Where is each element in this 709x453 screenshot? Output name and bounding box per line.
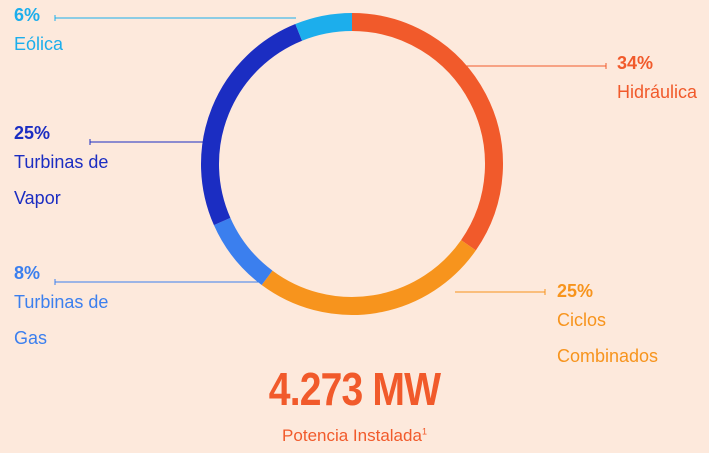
segment-label: 25% Ciclos Combinados	[557, 280, 687, 374]
donut-segment	[295, 13, 353, 41]
value-label: 25%	[557, 281, 594, 301]
total: 4.273 MW	[268, 363, 441, 415]
value-label: 25%	[14, 123, 51, 143]
value-label: 6%	[14, 5, 41, 25]
segment-label: 8% Turbinas de Gas	[14, 262, 124, 356]
total-caption: Potencia Instalada1	[0, 426, 709, 446]
donut-segment	[213, 217, 273, 286]
category-label: Turbinas de Gas	[14, 292, 109, 348]
value-label: 34%	[617, 53, 654, 73]
caption-text: Potencia Instalada	[282, 426, 422, 445]
donut-segment	[201, 24, 303, 226]
category-label: Hidráulica	[617, 82, 698, 102]
segment-label: 6% Eólica	[14, 4, 124, 62]
footnote: 1	[421, 426, 427, 437]
donut-segment	[261, 240, 476, 315]
segment-label: 25% Turbinas de Vapor	[14, 122, 134, 216]
category-label: Turbinas de Vapor	[14, 152, 109, 208]
category-label: Eólica	[14, 34, 64, 54]
donut-segment	[351, 13, 503, 251]
segment-label: 34% Hidráulica	[617, 52, 707, 110]
value-label: 8%	[14, 263, 41, 283]
category-label: Ciclos Combinados	[557, 310, 659, 366]
